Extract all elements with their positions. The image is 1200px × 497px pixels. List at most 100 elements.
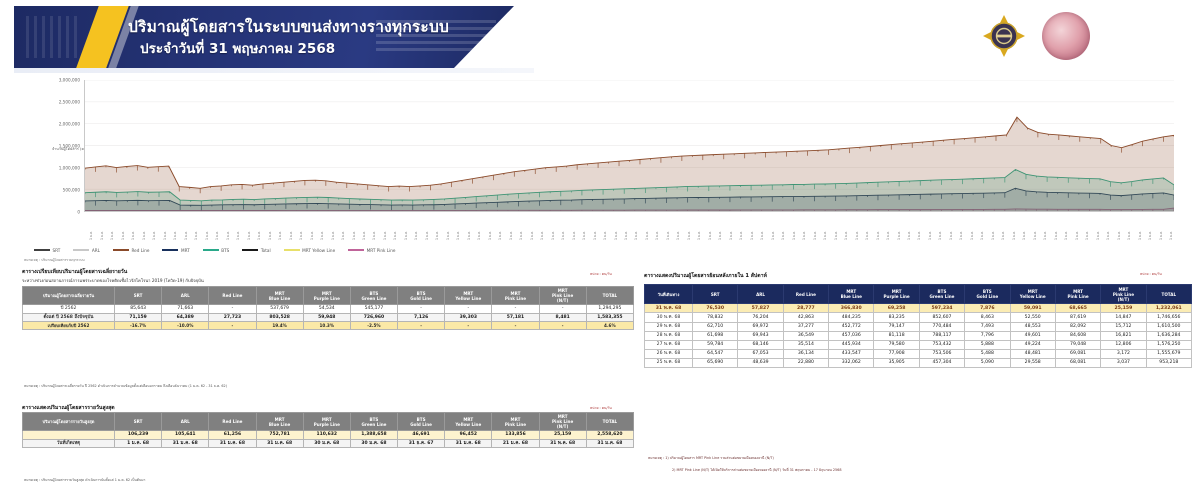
legend-item: SRT xyxy=(34,248,60,253)
table-cell: 366,830 xyxy=(828,303,875,314)
chart-x-tick: 1 ม.ค. xyxy=(236,230,241,240)
table-cell: 31 ม.ค. 68 xyxy=(444,438,493,449)
chart-x-tick: 1 ม.ค. xyxy=(341,230,346,240)
legend-item: ARL xyxy=(73,248,100,253)
column-header: Red Line xyxy=(782,283,830,305)
column-header: MRT Pink Line (N/T) xyxy=(538,285,587,306)
row-label: วันที่เกิดเหตุ xyxy=(22,438,115,449)
chart-y-tick: 1,500,000 xyxy=(58,143,80,149)
chart-x-tick: 1 ม.ค. xyxy=(372,230,377,240)
legend-swatch xyxy=(202,249,219,251)
table-row: 106,239 105,641 61,256 752,781 110,632 1,388,… xyxy=(22,430,635,440)
chart-x-tick: 1 ม.ค. xyxy=(592,230,597,240)
table-row: 25 พ.ค. 68 65,690 48,639 22,880 332,062 35,90… xyxy=(644,357,1193,368)
table-cell: 31 ธ.ค. 67 xyxy=(397,438,446,449)
column-header: MRT Purple Line xyxy=(302,285,351,306)
legend-swatch xyxy=(283,249,300,251)
chart-x-tick: 1 ม.ค. xyxy=(1137,230,1142,240)
column-header: BTS Green Line xyxy=(349,285,399,306)
table2-title: ตารางแสดงปริมาณผู้โดยสารรายวันสูงสุด xyxy=(22,405,115,411)
table-cell: 67,053 xyxy=(737,348,784,359)
row-label: 26 พ.ค. 68 xyxy=(644,348,693,359)
column-header: ARL xyxy=(737,283,784,305)
table3-unit: หน่วย : คน/วัน xyxy=(1140,272,1162,276)
table-cell: 52,550 xyxy=(1009,312,1056,323)
table-cell: 16,821 xyxy=(1100,330,1147,341)
chart-x-tick: 1 ม.ค. xyxy=(781,230,786,240)
table-cell: 78,832 xyxy=(691,312,739,323)
table-cell: 753,506 xyxy=(918,348,966,359)
table-cell: 3,037 xyxy=(1100,357,1147,368)
table-header-row: วันที่เดินทาง SRT ARL Red Line MRT Blue Line M… xyxy=(644,283,1193,305)
table-cell: 1,583,355 xyxy=(585,312,635,323)
chart-series-svg xyxy=(85,80,1174,211)
chart-x-tick: 1 ม.ค. xyxy=(1064,230,1069,240)
chart-x-tick: 1 ม.ค. xyxy=(823,230,828,240)
chart-x-tick: 1 ม.ค. xyxy=(749,230,754,240)
table-cell: -16.7% xyxy=(113,321,163,331)
chart-x-tick: 1 ม.ค. xyxy=(634,230,639,240)
chart-x-tick: 1 ม.ค. xyxy=(288,230,293,240)
table-cell: -10.0% xyxy=(161,321,210,331)
chart-x-tick: 1 ม.ค. xyxy=(225,230,230,240)
table-cell: 42,863 xyxy=(782,312,830,323)
chart-x-tick: 1 ม.ค. xyxy=(393,230,398,240)
table-cell: 69,972 xyxy=(737,321,784,332)
chart-x-tick: 1 ม.ค. xyxy=(613,230,618,240)
table-cell: 770,484 xyxy=(918,321,966,332)
column-header: MRT Purple Line xyxy=(873,283,920,305)
table-cell: 788,117 xyxy=(918,330,966,341)
table-cell: 7,493 xyxy=(964,321,1011,332)
column-header: BTS Gold Line xyxy=(964,283,1011,305)
table-cell: 49,224 xyxy=(1009,339,1056,350)
table-cell: 71,159 xyxy=(113,312,163,323)
legend-item: MRT Yellow Line xyxy=(283,248,335,253)
chart-x-tick: 1 ม.ค. xyxy=(896,230,901,240)
table-cell: 59,091 xyxy=(1009,303,1056,314)
table2-unit: หน่วย : คน/วัน xyxy=(590,406,612,410)
chart-y-tick: 1,000,000 xyxy=(58,165,80,171)
table-cell: - xyxy=(491,321,540,331)
page-subtitle-date: ประจำวันที่ 31 พฤษภาคม 2568 xyxy=(140,41,336,57)
column-header: MRT Pink Line (N/T) xyxy=(538,411,587,432)
legend-item: BTS xyxy=(202,247,230,253)
chart-x-tick: 1 ม.ค. xyxy=(980,230,985,240)
chart-y-tick: 0 xyxy=(77,209,80,215)
chart-x-tick: 1 ม.ค. xyxy=(1032,230,1037,240)
chart-x-tick: 1 ม.ค. xyxy=(466,230,471,240)
weekly-history-table: วันที่เดินทาง SRT ARL Red Line MRT Blue Line M… xyxy=(644,283,1193,368)
legend-label: BTS xyxy=(221,247,230,253)
table-cell: 48,553 xyxy=(1009,321,1056,332)
chart-x-tick: 1 ม.ค. xyxy=(969,230,974,240)
table-cell: 31 พ.ค. 68 xyxy=(538,438,587,449)
table-row: เปรียบเทียบกับปี 2562 -16.7% -10.0% -19.4% 1… xyxy=(22,321,635,331)
chart-x-tick: 1 ม.ค. xyxy=(561,230,566,240)
chart-x-tick: 1 ม.ค. xyxy=(938,230,943,240)
chart-y-tick: 500,000 xyxy=(62,187,80,193)
chart-y-tick: 2,000,000 xyxy=(58,121,80,127)
chart-x-tick: 1 ม.ค. xyxy=(665,230,670,240)
column-header: MRT Pink Line (N/T) xyxy=(1100,283,1147,305)
table1-footnote: หมายเหตุ : ปริมาณผู้โดยสารเฉลี่ยรายวัน ป… xyxy=(24,384,228,388)
chart-x-tick: 1 ม.ค. xyxy=(886,230,891,240)
table-cell: 445,934 xyxy=(828,339,875,350)
chart-x-tick: 1 ม.ค. xyxy=(1158,230,1163,240)
chart-x-tick: 1 ม.ค. xyxy=(445,230,450,240)
table-row: 30 พ.ค. 68 78,832 76,204 42,863 484,235 83,23… xyxy=(644,312,1193,323)
table-cell: 65,690 xyxy=(691,357,739,368)
table-cell: 69,258 xyxy=(873,303,920,314)
chart-x-tick: 1 ม.ค. xyxy=(906,230,911,240)
chart-x-tick: 1 ม.ค. xyxy=(361,230,366,240)
max-daily-table: ปริมาณผู้โดยสารรายวันสูงสุด SRT ARL Red Lin… xyxy=(22,411,635,449)
legend-swatch xyxy=(242,249,259,251)
table-cell: 1,576,250 xyxy=(1145,339,1193,350)
column-header: MRT Yellow Line xyxy=(1009,283,1056,305)
table-row: ปี 2562 85,643 71,663-537,679 54,534 545,177… xyxy=(22,304,635,314)
table-cell: 457,036 xyxy=(828,330,875,341)
table-cell: 84,608 xyxy=(1054,330,1102,341)
chart-x-tick: 1 ม.ค. xyxy=(1043,230,1048,240)
table-cell: 752,781 xyxy=(255,430,304,440)
table-cell: 62,710 xyxy=(691,321,739,332)
table-cell: 68,081 xyxy=(1054,357,1102,368)
chart-x-tick: 1 ม.ค. xyxy=(351,230,356,240)
